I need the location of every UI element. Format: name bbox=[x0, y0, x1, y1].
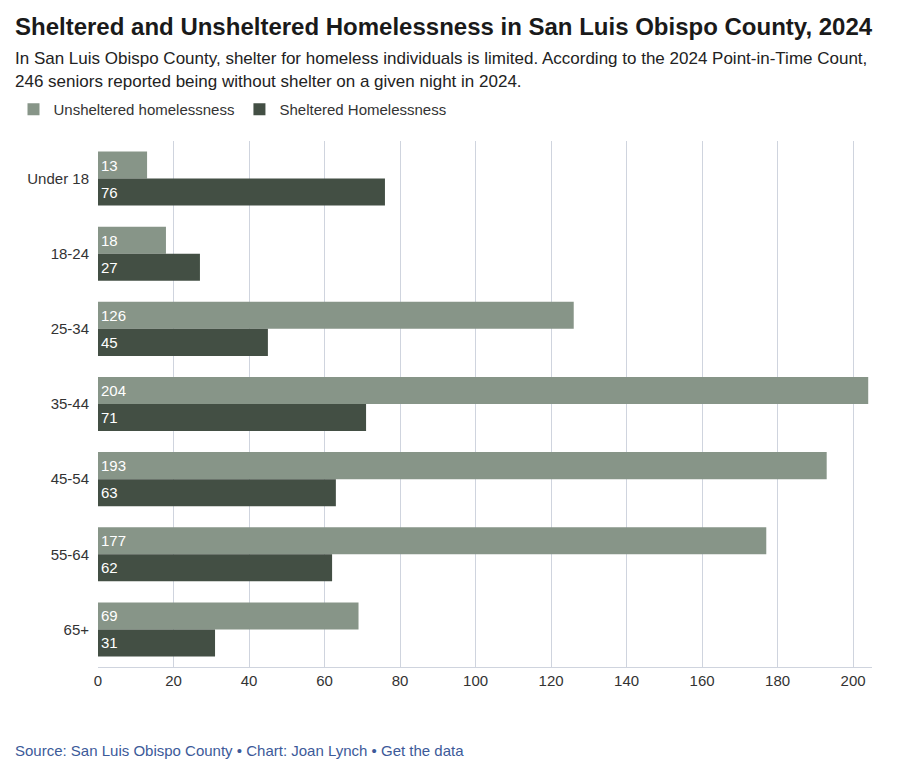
svg-text:62: 62 bbox=[101, 559, 118, 576]
svg-text:160: 160 bbox=[690, 672, 715, 689]
svg-text:76: 76 bbox=[101, 184, 118, 201]
svg-text:126: 126 bbox=[101, 307, 126, 324]
svg-text:18-24: 18-24 bbox=[51, 245, 89, 262]
svg-text:31: 31 bbox=[101, 634, 118, 651]
svg-text:Under 18: Under 18 bbox=[27, 170, 89, 187]
svg-text:100: 100 bbox=[463, 672, 488, 689]
html-text:Source: San Luis Obispo County: Source: San Luis Obispo County • Chart: … bbox=[15, 742, 464, 759]
svg-text:120: 120 bbox=[539, 672, 564, 689]
svg-text:Sheltered Homelessness: Sheltered Homelessness bbox=[279, 101, 446, 118]
svg-text:140: 140 bbox=[614, 672, 639, 689]
svg-text:55-64: 55-64 bbox=[51, 546, 89, 563]
svg-text:0: 0 bbox=[94, 672, 102, 689]
svg-text:20: 20 bbox=[165, 672, 182, 689]
svg-text:25-34: 25-34 bbox=[51, 320, 89, 337]
svg-text:Unsheltered homelessness: Unsheltered homelessness bbox=[54, 101, 235, 118]
svg-text:71: 71 bbox=[101, 409, 118, 426]
svg-text:13: 13 bbox=[101, 157, 118, 174]
svg-text:60: 60 bbox=[316, 672, 333, 689]
svg-text:180: 180 bbox=[765, 672, 790, 689]
svg-text:18: 18 bbox=[101, 232, 118, 249]
html-text:In San Luis Obispo County, she: In San Luis Obispo County, shelter for h… bbox=[15, 49, 868, 91]
svg-text:45: 45 bbox=[101, 334, 118, 351]
svg-text:27: 27 bbox=[101, 259, 118, 276]
svg-text:80: 80 bbox=[392, 672, 409, 689]
svg-text:40: 40 bbox=[241, 672, 258, 689]
svg-text:45-54: 45-54 bbox=[51, 470, 89, 487]
svg-text:35-44: 35-44 bbox=[51, 395, 89, 412]
svg-text:204: 204 bbox=[101, 382, 126, 399]
svg-text:65+: 65+ bbox=[64, 621, 90, 638]
svg-text:63: 63 bbox=[101, 484, 118, 501]
svg-text:69: 69 bbox=[101, 607, 118, 624]
svg-text:200: 200 bbox=[841, 672, 866, 689]
html-text:Sheltered and Unsheltered Home: Sheltered and Unsheltered Homelessness i… bbox=[15, 13, 873, 40]
svg-text:177: 177 bbox=[101, 532, 126, 549]
svg-text:193: 193 bbox=[101, 457, 126, 474]
